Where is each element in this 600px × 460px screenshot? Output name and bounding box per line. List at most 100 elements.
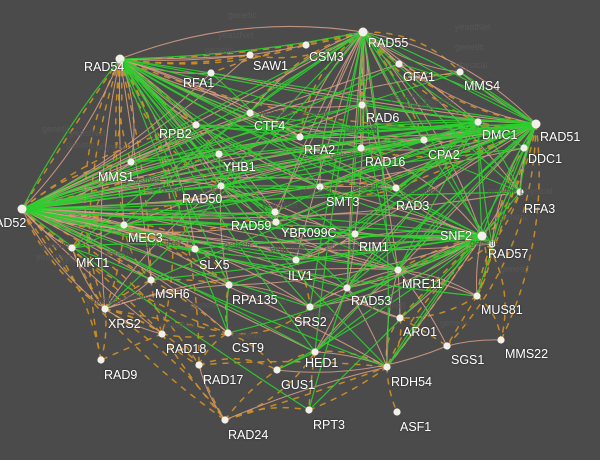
- edge-yeastnet: [476, 243, 493, 297]
- edge-physical: [309, 235, 483, 308]
- edge-genetic: [309, 123, 537, 308]
- edge-yeastnet: [198, 332, 229, 366]
- graph-node[interactable]: [474, 118, 482, 126]
- edge-genetic: [362, 31, 479, 123]
- graph-node[interactable]: [477, 231, 487, 241]
- graph-node[interactable]: [215, 150, 223, 158]
- edge-yeastnet: [308, 351, 316, 411]
- graph-node[interactable]: [271, 208, 279, 216]
- edge-physical: [362, 31, 537, 125]
- edge-physical: [519, 123, 537, 193]
- graph-node[interactable]: [395, 60, 403, 68]
- edge-genetic: [220, 31, 364, 187]
- edge-genetic: [119, 58, 521, 193]
- edge-yeastnet: [88, 58, 121, 361]
- edge-yeastnet: [224, 369, 278, 421]
- edge-genetic: [119, 58, 362, 149]
- edge-yeastnet: [481, 191, 521, 237]
- edge-genetic: [71, 224, 125, 249]
- edge-physical: [346, 123, 537, 289]
- edge-genetic: [361, 104, 537, 125]
- graph-node[interactable]: [292, 256, 300, 264]
- graph-node[interactable]: [316, 183, 324, 191]
- edge-yeastnet: [150, 279, 163, 335]
- edge-physical: [104, 284, 230, 310]
- edge-genetic: [150, 123, 537, 281]
- graph-node[interactable]: [358, 27, 368, 37]
- graph-node[interactable]: [17, 204, 27, 214]
- edge-genetic: [354, 121, 479, 235]
- edge-genetic: [319, 186, 483, 237]
- edge-physical: [21, 208, 152, 281]
- edge-genetic: [220, 121, 479, 187]
- graph-node[interactable]: [531, 119, 541, 129]
- edge-genetic: [119, 58, 316, 353]
- graph-node[interactable]: [520, 144, 528, 152]
- graph-node[interactable]: [394, 266, 402, 274]
- graph-node[interactable]: [393, 408, 401, 416]
- graph-node[interactable]: [358, 101, 366, 109]
- graph-node[interactable]: [120, 221, 128, 229]
- graph-node[interactable]: [351, 230, 359, 238]
- edge-physical: [397, 269, 448, 347]
- graph-node[interactable]: [195, 361, 203, 369]
- graph-node[interactable]: [224, 329, 232, 337]
- node-layer: [17, 27, 541, 424]
- graph-node[interactable]: [272, 218, 280, 226]
- graph-node[interactable]: [127, 158, 135, 166]
- edge-genetic: [71, 31, 364, 249]
- graph-node[interactable]: [97, 356, 105, 364]
- graph-node[interactable]: [68, 244, 76, 252]
- edge-genetic: [210, 72, 321, 188]
- graph-node[interactable]: [158, 330, 166, 338]
- edge-genetic: [308, 287, 348, 411]
- edge-physical: [21, 208, 230, 286]
- graph-node[interactable]: [246, 109, 254, 117]
- edge-physical: [397, 269, 478, 297]
- graph-node[interactable]: [311, 348, 319, 356]
- edge-yeastnet: [198, 358, 278, 371]
- graph-node[interactable]: [473, 292, 481, 300]
- graph-node[interactable]: [273, 366, 281, 374]
- graph-node[interactable]: [488, 240, 496, 248]
- graph-node[interactable]: [396, 314, 404, 322]
- edge-yeastnet: [119, 31, 364, 60]
- edge-physical: [276, 345, 448, 373]
- edge-genetic: [119, 58, 321, 188]
- graph-node[interactable]: [115, 54, 125, 64]
- graph-node[interactable]: [207, 69, 215, 77]
- edge-genetic: [21, 208, 388, 368]
- graph-node[interactable]: [443, 342, 451, 350]
- graph-node[interactable]: [192, 121, 200, 129]
- graph-node[interactable]: [221, 416, 229, 424]
- graph-node[interactable]: [101, 305, 109, 313]
- edge-physical: [71, 247, 106, 310]
- graph-node[interactable]: [147, 276, 155, 284]
- graph-node[interactable]: [296, 133, 304, 141]
- edge-genetic: [314, 31, 364, 353]
- graph-node[interactable]: [225, 281, 233, 289]
- graph-node[interactable]: [302, 41, 310, 49]
- graph-node[interactable]: [497, 336, 505, 344]
- graph-node[interactable]: [306, 303, 314, 311]
- graph-node[interactable]: [357, 144, 365, 152]
- graph-node[interactable]: [516, 188, 524, 196]
- graph-node[interactable]: [456, 68, 464, 76]
- edge-yeastnet: [119, 58, 152, 281]
- edge-physical: [362, 31, 521, 193]
- graph-node[interactable]: [420, 136, 428, 144]
- edge-yeastnet: [386, 243, 493, 368]
- edge-genetic: [119, 58, 479, 123]
- graph-node[interactable]: [343, 284, 351, 292]
- edge-yeastnet: [21, 208, 106, 310]
- graph-node[interactable]: [305, 406, 313, 414]
- graph-node[interactable]: [392, 184, 400, 192]
- edge-genetic: [195, 124, 321, 188]
- edge-genetic: [21, 124, 197, 210]
- edge-physical: [397, 269, 401, 319]
- graph-node[interactable]: [217, 182, 225, 190]
- graph-node[interactable]: [383, 363, 391, 371]
- graph-node[interactable]: [246, 51, 254, 59]
- graph-node[interactable]: [191, 245, 199, 253]
- edge-genetic: [119, 58, 397, 189]
